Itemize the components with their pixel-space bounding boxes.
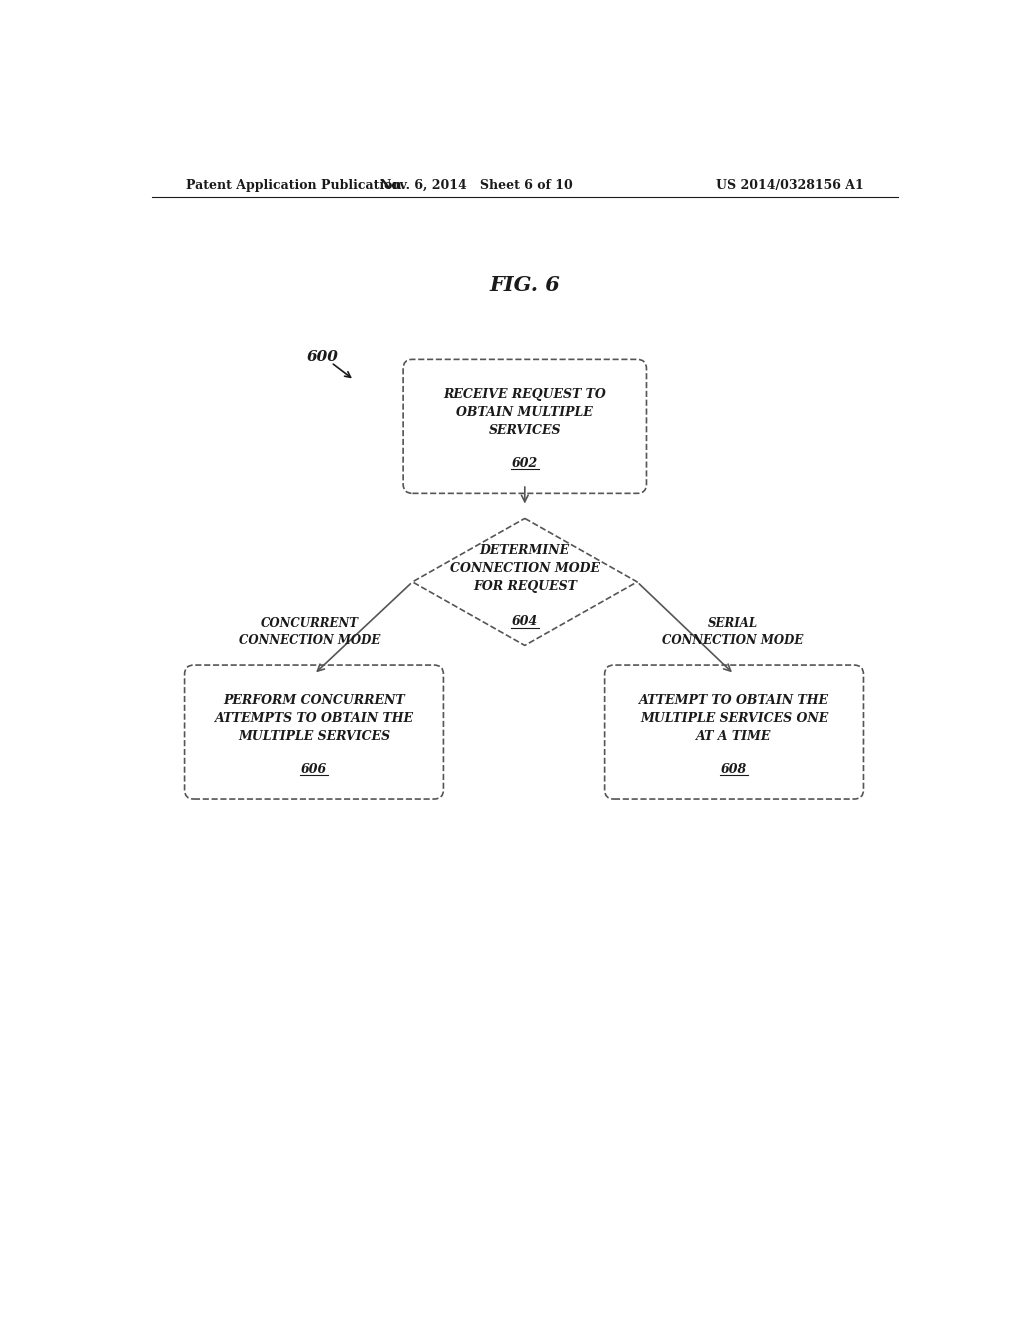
Text: US 2014/0328156 A1: US 2014/0328156 A1	[717, 178, 864, 191]
Text: 602: 602	[512, 457, 538, 470]
Text: 600: 600	[306, 350, 338, 364]
Text: RECEIVE REQUEST TO
OBTAIN MULTIPLE
SERVICES: RECEIVE REQUEST TO OBTAIN MULTIPLE SERVI…	[443, 388, 606, 437]
Text: FIG. 6: FIG. 6	[489, 276, 560, 296]
Text: 608: 608	[721, 763, 748, 776]
Text: CONCURRENT
CONNECTION MODE: CONCURRENT CONNECTION MODE	[240, 616, 381, 647]
Text: Patent Application Publication: Patent Application Publication	[186, 178, 401, 191]
Text: Nov. 6, 2014   Sheet 6 of 10: Nov. 6, 2014 Sheet 6 of 10	[380, 178, 573, 191]
FancyBboxPatch shape	[403, 359, 646, 494]
FancyBboxPatch shape	[604, 665, 863, 799]
Text: PERFORM CONCURRENT
ATTEMPTS TO OBTAIN THE
MULTIPLE SERVICES: PERFORM CONCURRENT ATTEMPTS TO OBTAIN TH…	[214, 694, 414, 743]
Text: 606: 606	[301, 763, 327, 776]
Text: 604: 604	[512, 615, 538, 628]
Text: SERIAL
CONNECTION MODE: SERIAL CONNECTION MODE	[662, 616, 803, 647]
FancyBboxPatch shape	[184, 665, 443, 799]
Text: ATTEMPT TO OBTAIN THE
MULTIPLE SERVICES ONE
AT A TIME: ATTEMPT TO OBTAIN THE MULTIPLE SERVICES …	[639, 694, 829, 743]
Text: DETERMINE
CONNECTION MODE
FOR REQUEST: DETERMINE CONNECTION MODE FOR REQUEST	[450, 544, 600, 593]
